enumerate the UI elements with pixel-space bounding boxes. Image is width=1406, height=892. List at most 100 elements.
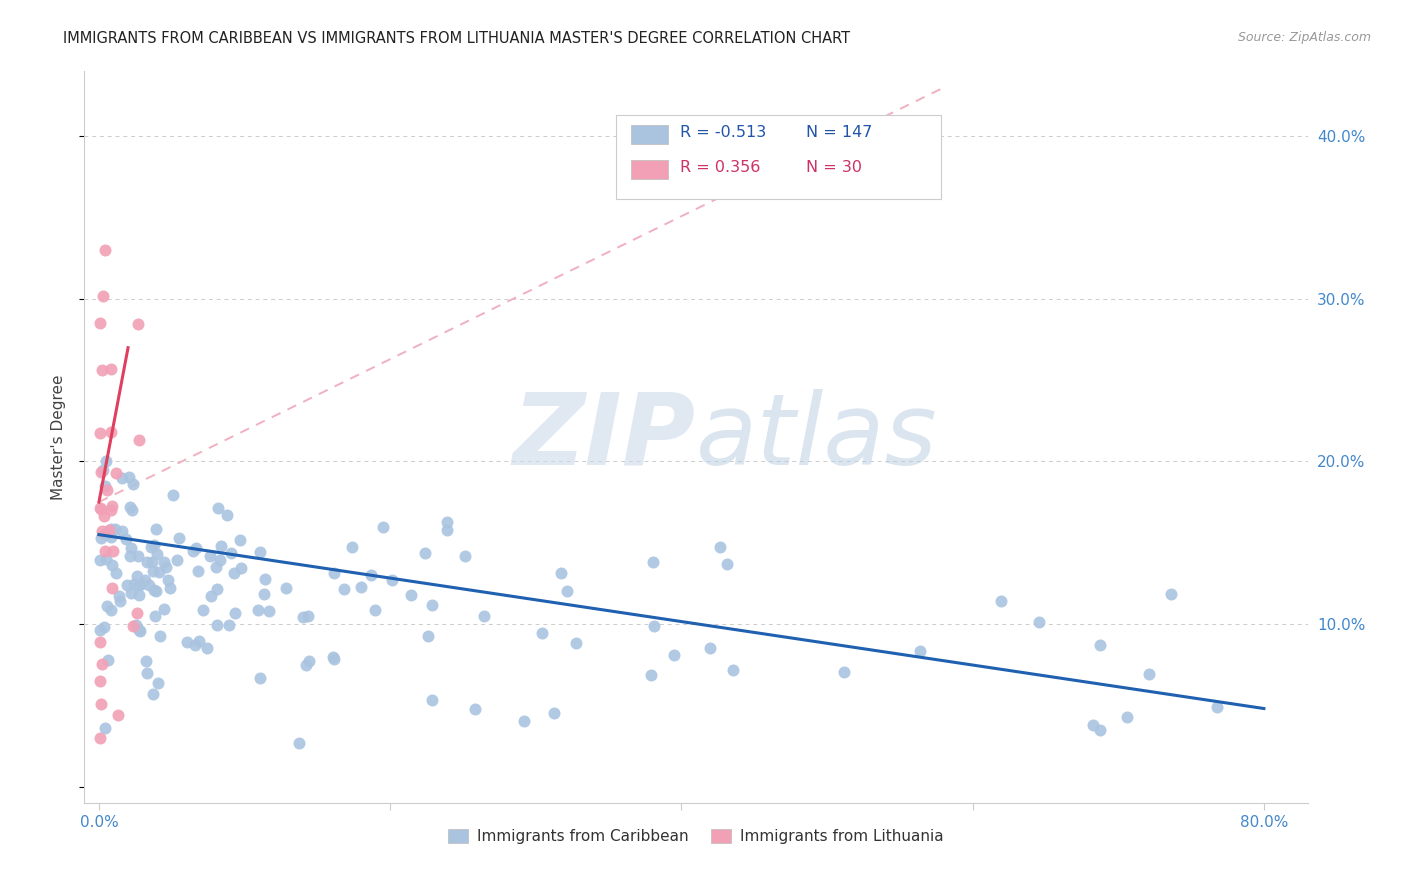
Point [360,568,382,582]
Point [253,587,276,601]
Point [90,697,112,711]
Text: R = -0.513: R = -0.513 [681,125,766,140]
Point [1137,666,1160,681]
Point [188,634,211,648]
Point [254,572,277,586]
Point [205,582,228,596]
Point [231,560,253,574]
Point [97,653,120,667]
Point [184,638,207,652]
Point [187,564,209,578]
Point [550,566,572,580]
FancyBboxPatch shape [631,125,668,144]
Point [93,508,115,523]
Point [111,524,134,539]
Point [101,499,124,513]
Point [249,671,271,685]
Point [176,635,198,649]
Point [472,609,495,624]
Point [100,522,122,536]
Point [246,603,269,617]
Point [152,555,174,569]
Point [143,582,166,597]
Point [100,531,122,545]
Point [100,603,122,617]
Point [89,316,111,330]
Point [128,578,150,592]
Point [89,426,111,441]
Point [1081,717,1104,731]
Point [146,547,169,561]
Point [117,470,139,484]
Point [373,520,395,534]
Point [122,576,145,591]
Point [91,657,114,671]
Point [93,479,115,493]
Point [125,618,148,632]
Point [108,593,131,607]
Text: R = 0.356: R = 0.356 [681,161,761,176]
Legend: Immigrants from Caribbean, Immigrants from Lithuania: Immigrants from Caribbean, Immigrants fr… [441,822,950,850]
Point [181,544,204,558]
Point [90,502,112,516]
Point [908,644,931,658]
Point [94,722,117,736]
Point [125,568,148,582]
Point [222,566,245,580]
Point [229,533,252,547]
Point [96,483,118,497]
Text: IMMIGRANTS FROM CARIBBEAN VS IMMIGRANTS FROM LITHUANIA MASTER'S DEGREE CORRELATI: IMMIGRANTS FROM CARIBBEAN VS IMMIGRANTS … [63,31,851,46]
Point [219,546,242,560]
Point [530,626,553,640]
Point [89,731,111,745]
Point [436,523,458,537]
Point [295,658,318,673]
Point [342,540,364,554]
Point [129,577,152,591]
Point [543,706,565,721]
Point [127,549,149,563]
Point [323,652,346,666]
Point [198,549,221,563]
Point [322,566,344,581]
Point [128,433,150,447]
Point [454,549,477,564]
Point [643,555,665,569]
Point [191,603,214,617]
Point [249,545,271,559]
Point [350,580,373,594]
Point [1028,615,1050,629]
Point [108,589,131,603]
Point [436,515,458,529]
Point [121,502,143,516]
Text: N = 147: N = 147 [806,125,873,140]
Text: ZIP: ZIP [513,389,696,485]
Point [145,584,167,599]
Point [91,462,114,476]
Point [134,573,156,587]
Point [100,503,122,517]
Point [257,604,280,618]
Point [93,620,115,634]
Point [104,522,127,536]
Point [91,289,114,303]
Point [200,590,222,604]
Point [298,654,321,668]
Point [141,555,163,569]
Point [89,673,111,688]
Point [416,629,439,643]
Point [94,543,117,558]
Point [157,573,180,587]
Point [152,602,174,616]
Point [101,581,124,595]
Point [105,566,128,580]
Point [420,598,443,612]
Point [120,500,142,514]
Point [90,363,112,377]
Point [143,609,166,624]
Point [120,541,142,556]
Point [564,636,586,650]
Point [640,668,662,682]
Point [643,618,665,632]
Point [89,553,111,567]
